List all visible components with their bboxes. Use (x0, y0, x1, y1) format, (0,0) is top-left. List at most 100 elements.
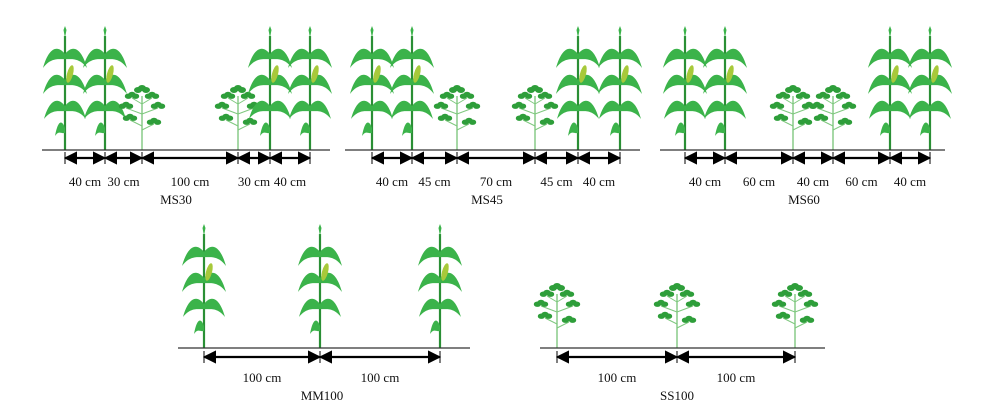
soybean-leaflet (469, 119, 477, 125)
soybean-leaflet (569, 317, 577, 323)
maize-leaf (310, 320, 320, 334)
maize-ear (579, 65, 587, 83)
maize-tassel (438, 224, 442, 236)
maize-tassel (63, 26, 67, 38)
soybean-branch (141, 97, 153, 105)
soybean-leaflet (689, 317, 697, 323)
soybean-branch (456, 107, 474, 115)
maize-leaf (391, 100, 412, 119)
maize-leaf (310, 100, 331, 119)
maize-ear (373, 65, 381, 83)
soybean-branch (820, 119, 834, 127)
soybean-branch (456, 97, 468, 105)
maize-leaf (909, 100, 930, 119)
maize-leaf (260, 122, 270, 136)
maize-leaf (930, 48, 952, 68)
soybean-branch (832, 123, 846, 131)
soybean-leaflet (805, 119, 813, 125)
spacing-label: 45 cm (540, 174, 572, 189)
maize-leaf (105, 100, 126, 119)
soybean-branch (522, 119, 536, 127)
soybean-branch (782, 317, 796, 325)
maize-leaf (418, 272, 440, 292)
maize-ear (311, 65, 319, 83)
maize-tassel (618, 26, 622, 38)
soybean-branch (540, 305, 558, 313)
soybean-branch (546, 295, 558, 303)
soybean-leaflet (849, 103, 857, 109)
maize-leaf (83, 48, 105, 68)
maize-leaf (430, 320, 440, 334)
maize-leaf (725, 48, 747, 68)
soybean-leaflet (665, 313, 673, 319)
maize-leaf (372, 100, 393, 119)
soybean-branch (782, 97, 794, 105)
maize-leaf (556, 48, 578, 68)
maize-leaf (685, 100, 706, 119)
soybean-leaflet (803, 93, 811, 99)
soybean-leaflet (807, 317, 815, 323)
maize-leaf (248, 48, 270, 68)
spacing-label: 45 cm (418, 174, 450, 189)
maize-ear (66, 65, 74, 83)
soybean-leaflet (783, 93, 791, 99)
soybean-branch (676, 321, 690, 329)
maize-leaf (715, 122, 725, 136)
soybean-branch (221, 107, 239, 115)
soybean-leaflet (525, 93, 533, 99)
maize-leaf (249, 100, 270, 119)
maize-leaf (350, 48, 372, 68)
soybean-branch (556, 305, 574, 313)
soybean-leaflet (547, 119, 555, 125)
soybean-branch (237, 107, 255, 115)
soybean-leaflet (535, 87, 543, 93)
soybean-leaflet (843, 93, 851, 99)
soybean-branch (141, 123, 155, 131)
maize-tassel (268, 26, 272, 38)
soybean-leaflet (779, 301, 787, 307)
maize-leaf (182, 272, 204, 292)
maize-leaf (289, 100, 310, 119)
maize-leaf (908, 48, 930, 68)
soybean-leaflet (250, 119, 258, 125)
soybean-branch (544, 317, 558, 325)
maize-leaf (298, 272, 320, 292)
maize-leaf (868, 48, 890, 68)
maize-leaf (43, 74, 65, 94)
soybean-branch (440, 107, 458, 115)
panel-title: MS30 (160, 192, 192, 207)
maize-leaf (43, 48, 65, 68)
spacing-label: 40 cm (797, 174, 829, 189)
maize-leaf (704, 100, 725, 119)
soybean-leaflet (793, 87, 801, 93)
soybean-leaflet (667, 291, 675, 297)
maize-ear (931, 65, 939, 83)
maize-ear (106, 65, 114, 83)
soybean-branch (456, 123, 470, 131)
maize-tassel (308, 26, 312, 38)
soybean-leaflet (126, 103, 134, 109)
soybean-branch (784, 295, 796, 303)
soybean-leaflet (447, 93, 455, 99)
maize-leaf (351, 100, 372, 119)
soybean-leaflet (693, 301, 701, 307)
soybean-branch (534, 97, 546, 105)
soybean-branch (556, 295, 568, 303)
spacing-label: 40 cm (894, 174, 926, 189)
maize-leaf (675, 122, 685, 136)
maize-tassel (928, 26, 932, 38)
maize-leaf (204, 246, 226, 266)
maize-leaf (44, 100, 65, 119)
maize-leaf (663, 74, 685, 94)
maize-leaf (390, 74, 412, 94)
panel-ms45: 40 cm 45 cm 70 cm 45 cm 40 cm MS45 (345, 26, 642, 207)
maize-leaf (65, 48, 87, 68)
maize-leaf (440, 298, 461, 317)
maize-leaf (868, 74, 890, 94)
maize-leaf (598, 48, 620, 68)
soybean-leaflet (573, 301, 581, 307)
maize-leaf (703, 74, 725, 94)
maize-leaf (578, 100, 599, 119)
panel-ss100: 100 cm 100 cm SS100 (533, 283, 825, 403)
soybean-branch (794, 305, 812, 313)
